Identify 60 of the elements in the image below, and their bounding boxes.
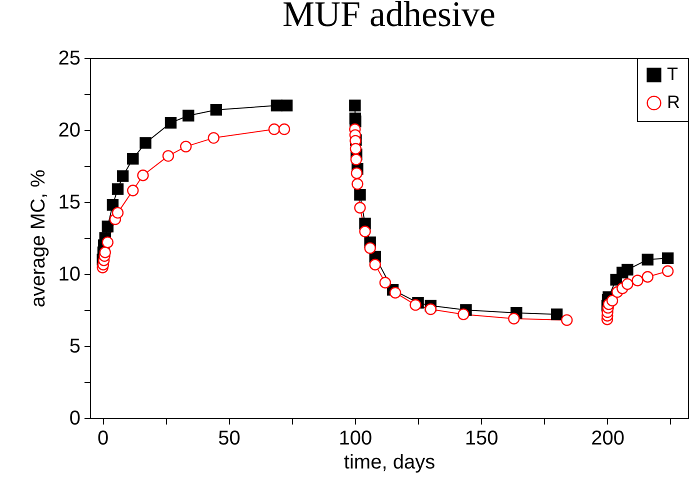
point (379, 276, 392, 288)
y-axis-title: average MC, % (27, 169, 50, 308)
point (127, 184, 139, 196)
point (127, 152, 139, 165)
point (102, 220, 114, 232)
x-tick-label: 150 (464, 428, 498, 450)
point (369, 258, 381, 270)
point (112, 206, 124, 219)
point (662, 265, 674, 277)
point (508, 312, 520, 324)
point (140, 137, 152, 149)
point (164, 116, 177, 129)
point (424, 303, 436, 316)
y-tick-label: 10 (58, 264, 80, 286)
x-tick-label: 0 (98, 428, 109, 450)
point (208, 132, 220, 144)
point (162, 150, 174, 162)
point (389, 286, 402, 299)
point (458, 308, 470, 320)
x-tick-label: 200 (591, 428, 624, 450)
x-axis-title: time, days (344, 452, 436, 474)
chart-title: MUF adhesive (282, 0, 496, 34)
y-tick-label: 25 (58, 48, 80, 70)
point (561, 314, 573, 326)
point (180, 140, 192, 152)
point (350, 167, 363, 180)
point (350, 154, 362, 166)
point (116, 170, 129, 182)
x-tick-label: 50 (218, 428, 240, 450)
point (622, 278, 634, 290)
point (350, 142, 362, 155)
x-tick-label: 100 (338, 428, 372, 450)
point (352, 178, 364, 190)
point (112, 183, 124, 195)
point (349, 100, 361, 112)
point (364, 242, 376, 254)
point (642, 271, 654, 283)
point (210, 104, 222, 116)
point (182, 110, 194, 122)
legend-label: R (667, 92, 680, 112)
legend-label: T (667, 64, 678, 84)
point (606, 294, 618, 306)
y-tick-label: 20 (58, 120, 80, 142)
point (354, 188, 366, 201)
point (137, 170, 149, 182)
point (268, 123, 280, 136)
point (632, 274, 644, 286)
point (359, 226, 371, 238)
point (280, 100, 293, 112)
point (410, 299, 422, 311)
point (642, 254, 654, 266)
y-tick-label: 5 (69, 336, 80, 358)
point (354, 202, 366, 214)
point (550, 308, 563, 320)
point (662, 252, 674, 264)
point (102, 236, 114, 248)
point (622, 264, 634, 276)
y-tick-label: 0 (69, 408, 80, 430)
point (278, 123, 290, 136)
y-tick-label: 15 (58, 192, 80, 214)
